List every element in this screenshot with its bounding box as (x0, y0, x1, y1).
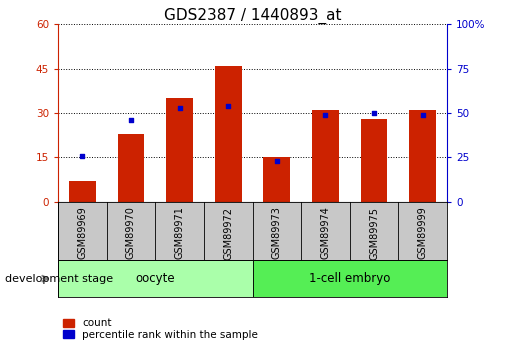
Point (273, 158, 281, 164)
Text: GSM89970: GSM89970 (126, 207, 136, 259)
Bar (69, 181, 96, 202)
Title: GDS2387 / 1440893_at: GDS2387 / 1440893_at (164, 8, 341, 24)
Point (224, 103, 232, 109)
Legend: count, percentile rank within the sample: count, percentile rank within the sample (63, 318, 258, 340)
Point (419, 112, 427, 118)
Bar (58, 260, 252, 297)
Text: GSM89971: GSM89971 (175, 207, 185, 259)
Text: GSM89974: GSM89974 (320, 207, 330, 259)
Bar (166, 98, 193, 202)
Text: GSM89972: GSM89972 (223, 207, 233, 259)
Point (176, 105, 184, 110)
Point (370, 110, 378, 116)
Bar (409, 110, 436, 202)
Text: 1-cell embryo: 1-cell embryo (309, 272, 390, 285)
Text: GSM89975: GSM89975 (369, 207, 379, 259)
Text: development stage: development stage (5, 274, 113, 284)
Point (321, 112, 329, 118)
Point (78, 153, 86, 158)
Text: GSM89969: GSM89969 (77, 207, 87, 259)
Text: oocyte: oocyte (135, 272, 175, 285)
Text: GSM89973: GSM89973 (272, 207, 282, 259)
Text: GSM89999: GSM89999 (418, 207, 428, 259)
Bar (264, 157, 290, 202)
Bar (252, 260, 447, 297)
Bar (118, 134, 144, 202)
Bar (312, 110, 339, 202)
Bar (215, 66, 241, 202)
Point (127, 117, 135, 123)
Bar (361, 119, 387, 202)
